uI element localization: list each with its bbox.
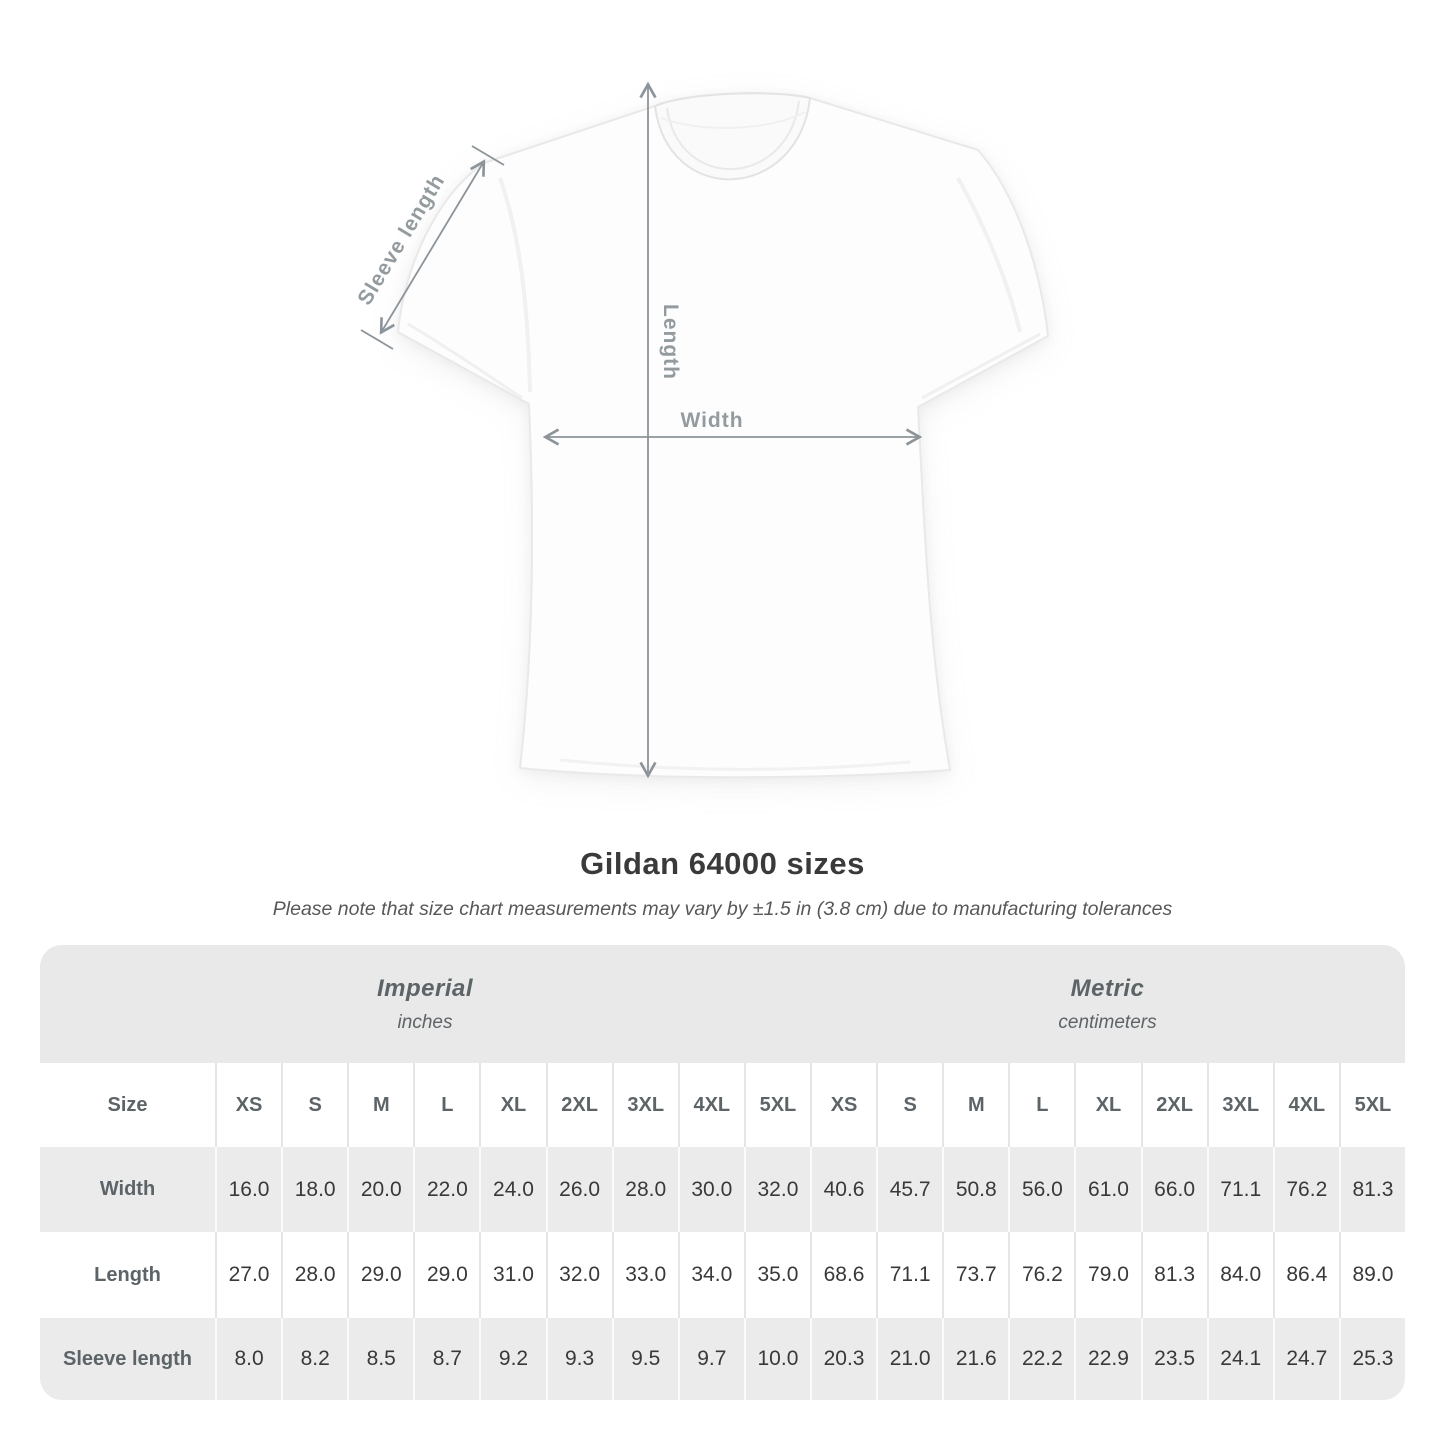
value-imperial: 24.0 (479, 1147, 546, 1232)
tolerance-note: Please note that size chart measurements… (272, 898, 1173, 920)
value-metric: 71.1 (876, 1232, 943, 1318)
size-table: Imperial inches Metric centimeters Size X… (40, 945, 1405, 1400)
imperial-title: Imperial (376, 974, 474, 1002)
length-label: Length (659, 304, 682, 380)
row-label: Sleeve length (40, 1318, 215, 1400)
metric-title: Metric (1070, 974, 1145, 1002)
value-imperial: 8.2 (281, 1318, 348, 1400)
metric-subtitle: centimeters (1058, 1011, 1157, 1033)
sleeve-tick-bottom (360, 329, 394, 350)
value-metric: 25.3 (1338, 1318, 1405, 1400)
size-header-imperial: S (281, 1063, 348, 1147)
value-metric: 61.0 (1074, 1147, 1141, 1232)
value-metric: 50.8 (942, 1147, 1009, 1232)
tshirt-collar (653, 92, 812, 181)
value-metric: 71.1 (1206, 1147, 1273, 1232)
size-header-metric: S (876, 1063, 943, 1147)
metric-header: Metric centimeters (810, 945, 1405, 1063)
value-imperial: 29.0 (347, 1232, 414, 1318)
value-metric: 89.0 (1338, 1232, 1405, 1318)
value-imperial: 8.5 (347, 1318, 414, 1400)
size-header-metric: 2XL (1140, 1063, 1207, 1147)
size-header-metric: XL (1074, 1063, 1141, 1147)
size-header-metric: 3XL (1206, 1063, 1273, 1147)
dimension-lines (360, 81, 923, 779)
size-header-imperial: 3XL (611, 1063, 678, 1147)
value-imperial: 9.7 (677, 1318, 744, 1400)
row-label: Length (40, 1232, 215, 1318)
value-metric: 68.6 (810, 1232, 877, 1318)
value-imperial: 27.0 (215, 1232, 282, 1318)
size-header-imperial: 4XL (677, 1063, 744, 1147)
value-imperial: 28.0 (611, 1147, 678, 1232)
value-imperial: 28.0 (281, 1232, 348, 1318)
sleeve-tick-top (471, 145, 505, 166)
value-imperial: 20.0 (347, 1147, 414, 1232)
value-metric: 24.7 (1272, 1318, 1339, 1400)
value-metric: 21.6 (942, 1318, 1009, 1400)
value-imperial: 29.0 (413, 1232, 480, 1318)
value-imperial: 9.2 (479, 1318, 546, 1400)
size-header-metric: M (942, 1063, 1009, 1147)
value-metric: 84.0 (1206, 1232, 1273, 1318)
value-imperial: 18.0 (281, 1147, 348, 1232)
value-metric: 86.4 (1272, 1232, 1339, 1318)
value-metric: 23.5 (1140, 1318, 1207, 1400)
value-imperial: 9.3 (545, 1318, 612, 1400)
width-label: Width (680, 409, 743, 432)
value-metric: 22.9 (1074, 1318, 1141, 1400)
value-metric: 81.3 (1140, 1232, 1207, 1318)
value-imperial: 33.0 (611, 1232, 678, 1318)
size-header-imperial: 2XL (545, 1063, 612, 1147)
value-metric: 40.6 (810, 1147, 877, 1232)
value-metric: 73.7 (942, 1232, 1009, 1318)
imperial-subtitle: inches (397, 1011, 453, 1033)
tshirt-image: Sleeve length Length Width (353, 81, 1049, 779)
page-title: Gildan 64000 sizes (580, 846, 865, 881)
size-grid: Size XS S M L XL 2XL 3XL 4XL 5XL XS S M L XL 2XL 3XL 4XL 5… (40, 1063, 1405, 1400)
value-imperial: 34.0 (677, 1232, 744, 1318)
size-header-imperial: L (413, 1063, 480, 1147)
size-header-metric: 5XL (1338, 1063, 1405, 1147)
value-metric: 20.3 (810, 1318, 877, 1400)
value-imperial: 30.0 (677, 1147, 744, 1232)
size-header-imperial: XL (479, 1063, 546, 1147)
value-imperial: 22.0 (413, 1147, 480, 1232)
sleeve-arrow (379, 159, 486, 335)
tshirt-body (397, 92, 1049, 779)
value-metric: 81.3 (1338, 1147, 1405, 1232)
value-metric: 56.0 (1008, 1147, 1075, 1232)
imperial-header: Imperial inches (40, 945, 810, 1063)
value-metric: 66.0 (1140, 1147, 1207, 1232)
size-corner-label: Size (40, 1063, 215, 1147)
value-metric: 45.7 (876, 1147, 943, 1232)
size-header-metric: 4XL (1272, 1063, 1339, 1147)
value-metric: 76.2 (1008, 1232, 1075, 1318)
value-metric: 76.2 (1272, 1147, 1339, 1232)
value-imperial: 16.0 (215, 1147, 282, 1232)
value-imperial: 26.0 (545, 1147, 612, 1232)
value-imperial: 8.7 (413, 1318, 480, 1400)
value-imperial: 32.0 (743, 1147, 810, 1232)
value-imperial: 32.0 (545, 1232, 612, 1318)
value-metric: 79.0 (1074, 1232, 1141, 1318)
value-metric: 22.2 (1008, 1318, 1075, 1400)
size-header-imperial: XS (215, 1063, 282, 1147)
value-imperial: 35.0 (743, 1232, 810, 1318)
size-header-imperial: 5XL (743, 1063, 810, 1147)
value-imperial: 31.0 (479, 1232, 546, 1318)
size-header-metric: XS (810, 1063, 877, 1147)
value-metric: 24.1 (1206, 1318, 1273, 1400)
size-header-imperial: M (347, 1063, 414, 1147)
value-imperial: 10.0 (743, 1318, 810, 1400)
tshirt-figure: Sleeve length Length Width (353, 81, 1049, 779)
unit-header-band: Imperial inches Metric centimeters (40, 945, 1405, 1063)
value-metric: 21.0 (876, 1318, 943, 1400)
size-header-metric: L (1008, 1063, 1075, 1147)
value-imperial: 8.0 (215, 1318, 282, 1400)
row-label: Width (40, 1147, 215, 1232)
value-imperial: 9.5 (611, 1318, 678, 1400)
